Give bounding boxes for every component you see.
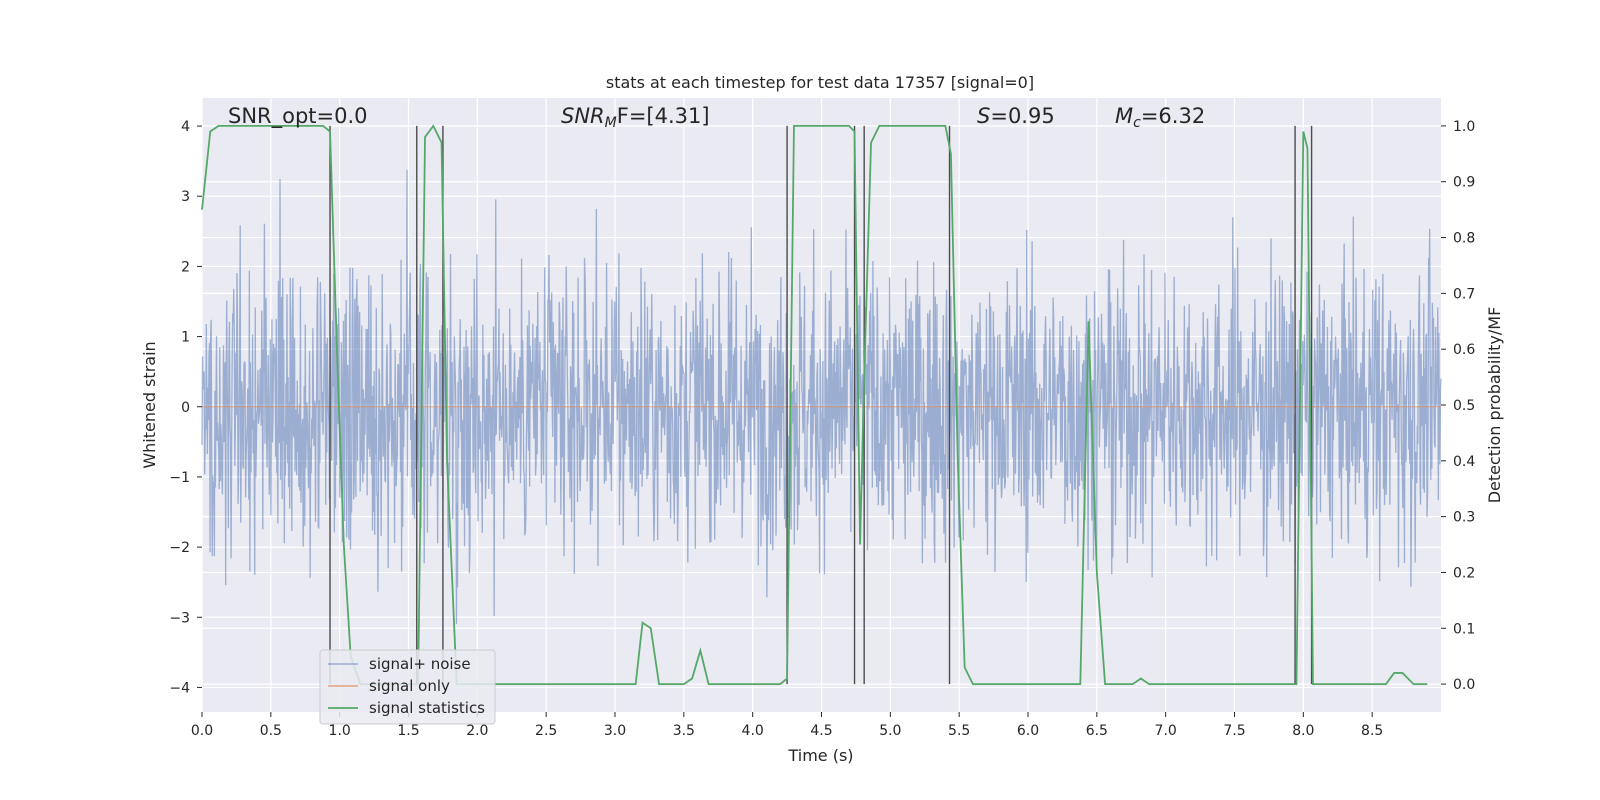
y-tick-label-8: 4 — [181, 119, 190, 135]
y-axis-label: Whitened strain — [140, 341, 159, 468]
annotation-mc-var: M — [1115, 104, 1133, 128]
annotation-snr-mf-rest: F=[4.31] — [617, 104, 710, 128]
y2-tick-label-9: 0.9 — [1453, 175, 1475, 191]
legend-label-signal-only: signal only — [369, 677, 450, 695]
x-tick-label-1: 0.5 — [260, 723, 282, 739]
x-tick-label-9: 4.5 — [810, 723, 832, 739]
x-tick-label-15: 7.5 — [1223, 723, 1245, 739]
y-tick-label-5: 1 — [181, 330, 190, 346]
series-signal-plus-noise — [201, 169, 1442, 625]
x-tick-label-8: 4.0 — [742, 723, 764, 739]
y2-axis-ticks: 0.0 0.1 0.2 0.3 0.4 0.5 0.6 0.7 0.8 0.9 1.0 — [1441, 119, 1475, 693]
x-tick-label-4: 2.0 — [466, 723, 488, 739]
annotation-s: S=0.95 — [977, 104, 1055, 128]
annotation-snr-mf: SNRMF=[4.31] — [561, 104, 710, 131]
annotation-s-var: S — [977, 104, 990, 128]
annotation-mc-rest: =6.32 — [1141, 104, 1205, 128]
annotation-s-rest: =0.95 — [990, 104, 1054, 128]
legend-label-signal-statistics: signal statistics — [369, 699, 485, 717]
y-tick-label-0: −4 — [169, 680, 190, 696]
chart-title: stats at each timestep for test data 173… — [606, 73, 1034, 92]
x-tick-label-13: 6.5 — [1086, 723, 1108, 739]
x-tick-label-16: 8.0 — [1292, 723, 1314, 739]
legend-label-signal-plus-noise: signal+ noise — [369, 655, 471, 673]
x-axis-ticks: 0.0 0.5 1.0 1.5 2.0 2.5 3.0 3.5 4.0 4.5 5.0 5.5 6.0 6… — [191, 712, 1383, 739]
y2-tick-label-4: 0.4 — [1453, 454, 1475, 470]
y2-tick-label-2: 0.2 — [1453, 565, 1475, 581]
annotation-snr-opt: SNR_opt=0.0 — [228, 104, 368, 129]
annotation-mc-sub: c — [1133, 115, 1141, 131]
y2-tick-label-3: 0.3 — [1453, 510, 1475, 526]
y2-tick-label-8: 0.8 — [1453, 231, 1475, 247]
y-tick-label-4: 0 — [181, 400, 190, 416]
legend: signal+ noise signal only signal statist… — [319, 649, 496, 725]
x-tick-label-5: 2.5 — [535, 723, 557, 739]
x-tick-label-3: 1.5 — [397, 723, 419, 739]
x-tick-label-11: 5.5 — [948, 723, 970, 739]
y2-tick-label-6: 0.6 — [1453, 342, 1475, 358]
y2-tick-label-1: 0.1 — [1453, 621, 1475, 637]
x-tick-label-2: 1.0 — [329, 723, 351, 739]
y2-tick-label-5: 0.5 — [1453, 398, 1475, 414]
y2-tick-label-0: 0.0 — [1453, 677, 1475, 693]
y-axis-ticks: −4 −3 −2 −1 0 1 2 3 4 — [169, 119, 202, 696]
y2-axis-label: Detection probability/MF — [1485, 307, 1504, 504]
y-tick-label-2: −2 — [169, 540, 190, 556]
y-tick-label-6: 2 — [181, 259, 190, 275]
y-tick-label-1: −3 — [169, 610, 190, 626]
signal-plus-noise-line — [201, 169, 1442, 625]
x-tick-label-14: 7.0 — [1155, 723, 1177, 739]
x-tick-label-0: 0.0 — [191, 723, 213, 739]
annotation-snr-mf-main: SNR — [561, 104, 605, 128]
y2-tick-label-10: 1.0 — [1453, 119, 1475, 135]
x-axis-label: Time (s) — [787, 746, 853, 765]
x-tick-label-12: 6.0 — [1017, 723, 1039, 739]
x-tick-label-7: 3.5 — [673, 723, 695, 739]
legend-box — [319, 649, 496, 725]
y-tick-label-3: −1 — [169, 470, 190, 486]
annotation-snr-mf-sub: M — [605, 115, 617, 131]
y2-tick-label-7: 0.7 — [1453, 286, 1475, 302]
x-tick-label-17: 8.5 — [1361, 723, 1383, 739]
x-tick-label-10: 5.0 — [879, 723, 901, 739]
annotation-mc: Mc=6.32 — [1115, 104, 1205, 131]
x-tick-label-6: 3.0 — [604, 723, 626, 739]
y-tick-label-7: 3 — [181, 189, 190, 205]
